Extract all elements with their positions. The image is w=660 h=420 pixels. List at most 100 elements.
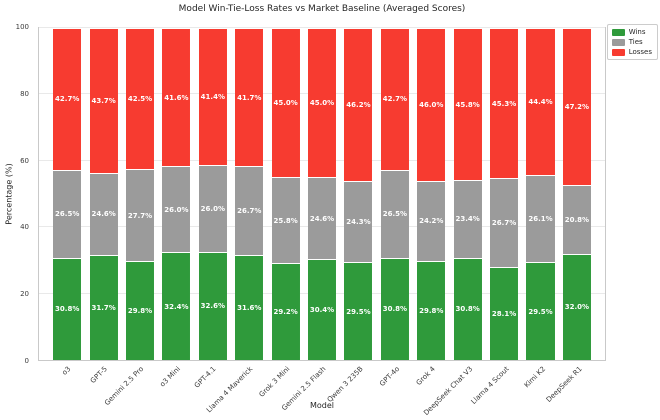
ties-segment: 27.7% (126, 169, 155, 262)
segment-value-label: 42.5% (127, 95, 153, 104)
segment-value-label: 32.4% (164, 302, 189, 311)
bar-slot: 28.1% 26.7% 45.3% (486, 28, 522, 360)
segment-value-label: 43.7% (91, 97, 116, 106)
segment-value-label: 24.6% (309, 214, 335, 223)
losses-segment: 43.7% (89, 28, 118, 174)
segment-value-label: 47.2% (564, 102, 590, 111)
gridline (39, 27, 605, 28)
segment-value-label: 46.2% (346, 101, 371, 110)
ties-segment: 26.1% (526, 175, 555, 263)
segment-value-label: 25.8% (273, 216, 298, 225)
segment-value-label: 29.5% (528, 307, 553, 316)
legend-swatch-icon (611, 38, 625, 46)
y-tick-label: 20 (20, 290, 29, 299)
segment-value-label: 45.3% (491, 99, 517, 108)
wins-segment: 30.4% (308, 259, 337, 360)
stacked-bar: 30.4% 24.6% 45.0% (308, 28, 337, 360)
stacked-bar: 29.8% 27.7% 42.5% (126, 28, 155, 360)
legend: Wins Ties Losses (606, 24, 658, 60)
bar-slot: 29.5% 26.1% 44.4% (522, 28, 558, 360)
y-tick-label: 40 (20, 223, 29, 232)
wins-segment: 29.5% (344, 262, 373, 360)
losses-segment: 41.7% (235, 28, 264, 167)
bar-slot: 30.8% 26.5% 42.7% (377, 28, 413, 360)
wins-segment: 32.4% (162, 252, 191, 360)
segment-value-label: 41.6% (164, 93, 189, 102)
bar-slot: 29.2% 25.8% 45.0% (267, 28, 303, 360)
segment-value-label: 32.6% (200, 302, 225, 311)
segment-value-label: 30.4% (309, 306, 335, 315)
losses-segment: 46.2% (344, 28, 373, 182)
chart-title: Model Win-Tie-Loss Rates vs Market Basel… (178, 4, 466, 14)
bar-slot: 32.4% 26.0% 41.6% (158, 28, 194, 360)
segment-value-label: 45.0% (309, 99, 335, 108)
segment-value-label: 29.2% (273, 308, 298, 317)
ties-segment: 26.5% (380, 169, 409, 258)
segment-value-label: 29.8% (419, 307, 444, 316)
segment-value-label: 29.5% (346, 307, 371, 316)
wins-segment: 29.8% (126, 261, 155, 360)
losses-segment: 42.7% (380, 28, 409, 170)
segment-value-label: 26.0% (164, 205, 189, 214)
segment-value-label: 31.7% (91, 303, 116, 312)
ties-segment: 26.7% (490, 178, 519, 267)
wins-segment: 30.8% (380, 257, 409, 360)
segment-value-label: 30.8% (455, 305, 480, 314)
bar-slot: 30.8% 26.5% 42.7% (49, 28, 85, 360)
losses-segment: 42.7% (53, 28, 82, 170)
segment-value-label: 24.3% (346, 218, 371, 227)
legend-label: Wins (628, 28, 646, 36)
segment-value-label: 26.0% (200, 205, 225, 214)
wins-segment: 30.8% (453, 257, 482, 360)
x-axis-title: Model (309, 401, 335, 410)
x-tick-label: Qwen 3 235B (325, 365, 365, 404)
stacked-bar: 30.8% 23.4% 45.8% (453, 28, 482, 360)
x-tick-label: Grok 4 (415, 365, 438, 388)
bar-slot: 29.8% 24.2% 46.0% (413, 28, 449, 360)
segment-value-label: 44.4% (528, 98, 553, 107)
x-tick-label: o3 Mini (157, 365, 182, 389)
x-tick-label: GPT-4.1 (193, 365, 219, 390)
wins-segment: 31.6% (235, 255, 264, 360)
bar-slot: 31.6% 26.7% 41.7% (231, 28, 267, 360)
segment-value-label: 26.5% (55, 210, 80, 219)
segment-value-label: 29.8% (127, 307, 153, 316)
legend-label: Losses (628, 48, 652, 56)
plot-area: 30.8% 26.5% 42.7% 31.7% 24.6% 43.7% 29.8% 27.7%… (38, 27, 606, 361)
ties-segment: 24.2% (417, 180, 446, 262)
legend-item-losses: Losses (611, 48, 652, 56)
x-tick-label: DeepSeek R1 (544, 365, 584, 404)
segment-value-label: 28.1% (491, 309, 517, 318)
losses-segment: 45.0% (271, 28, 300, 178)
stacked-bar: 28.1% 26.7% 45.3% (490, 28, 519, 360)
bar-slot: 29.5% 24.3% 46.2% (340, 28, 376, 360)
losses-segment: 41.4% (198, 28, 227, 166)
ties-segment: 20.8% (562, 184, 591, 254)
losses-segment: 46.0% (417, 28, 446, 181)
ties-segment: 26.7% (235, 166, 264, 256)
x-tick-label: GPT-5 (88, 365, 109, 385)
legend-swatch-icon (611, 28, 625, 36)
wins-segment: 31.7% (89, 254, 118, 360)
segment-value-label: 26.1% (528, 215, 553, 224)
stacked-bar: 29.8% 24.2% 46.0% (417, 28, 446, 360)
segment-value-label: 45.8% (455, 100, 480, 109)
segment-value-label: 41.7% (237, 93, 262, 102)
stacked-bar: 31.7% 24.6% 43.7% (89, 28, 118, 360)
bar-slot: 32.0% 20.8% 47.2% (559, 28, 595, 360)
segment-value-label: 26.5% (382, 210, 407, 219)
stacked-bar: 30.8% 26.5% 42.7% (53, 28, 82, 360)
x-tick-label: o3 (60, 365, 72, 377)
stacked-bar: 29.5% 24.3% 46.2% (344, 28, 373, 360)
legend-swatch-icon (611, 48, 625, 56)
bar-slot: 30.4% 24.6% 45.0% (304, 28, 340, 360)
segment-value-label: 24.6% (91, 210, 116, 219)
segment-value-label: 41.4% (200, 93, 225, 102)
losses-segment: 41.6% (162, 28, 191, 167)
segment-value-label: 23.4% (455, 215, 480, 224)
y-tick-label: 80 (20, 89, 29, 98)
ties-segment: 26.5% (53, 169, 82, 258)
segment-value-label: 27.7% (127, 211, 153, 220)
bar-slot: 32.6% 26.0% 41.4% (195, 28, 231, 360)
